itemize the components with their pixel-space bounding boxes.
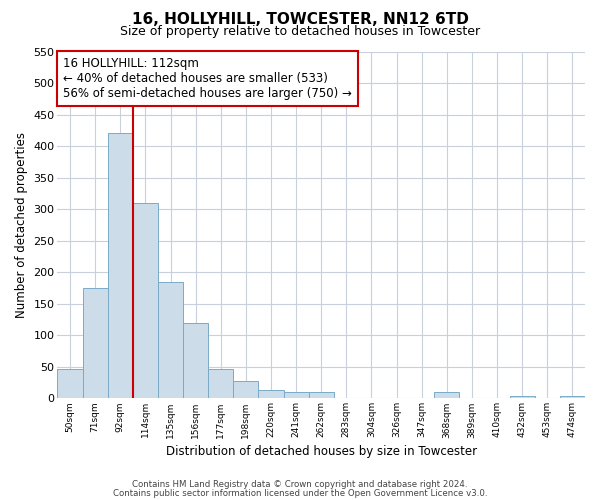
Text: Contains public sector information licensed under the Open Government Licence v3: Contains public sector information licen… xyxy=(113,488,487,498)
Bar xyxy=(233,380,259,398)
X-axis label: Distribution of detached houses by size in Towcester: Distribution of detached houses by size … xyxy=(166,444,477,458)
Bar xyxy=(560,396,585,398)
Bar xyxy=(208,369,233,398)
Bar xyxy=(58,369,83,398)
Bar xyxy=(259,390,284,398)
Bar xyxy=(434,392,460,398)
Y-axis label: Number of detached properties: Number of detached properties xyxy=(15,132,28,318)
Text: Size of property relative to detached houses in Towcester: Size of property relative to detached ho… xyxy=(120,25,480,38)
Bar xyxy=(133,203,158,398)
Bar xyxy=(509,396,535,398)
Bar xyxy=(308,392,334,398)
Text: 16 HOLLYHILL: 112sqm
← 40% of detached houses are smaller (533)
56% of semi-deta: 16 HOLLYHILL: 112sqm ← 40% of detached h… xyxy=(63,56,352,100)
Bar xyxy=(284,392,308,398)
Text: 16, HOLLYHILL, TOWCESTER, NN12 6TD: 16, HOLLYHILL, TOWCESTER, NN12 6TD xyxy=(131,12,469,28)
Bar xyxy=(183,322,208,398)
Bar xyxy=(108,134,133,398)
Bar xyxy=(83,288,108,399)
Text: Contains HM Land Registry data © Crown copyright and database right 2024.: Contains HM Land Registry data © Crown c… xyxy=(132,480,468,489)
Bar xyxy=(158,282,183,399)
